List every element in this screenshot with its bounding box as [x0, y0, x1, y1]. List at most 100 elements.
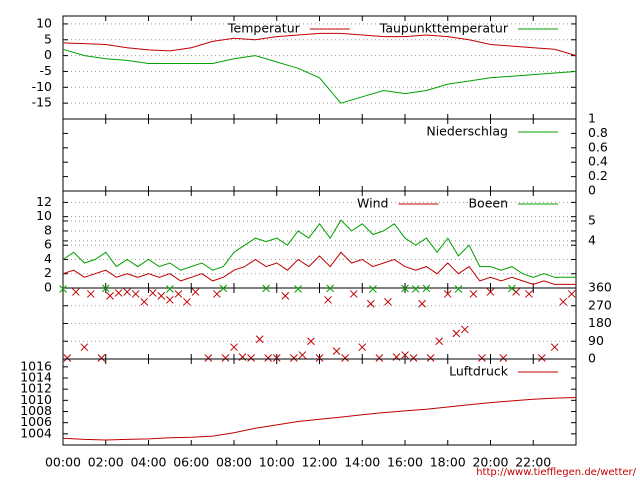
- direction-marker: [298, 351, 307, 359]
- y-tick-label: 1004: [20, 425, 52, 440]
- series-line: [62, 251, 576, 285]
- series-line: [62, 219, 576, 278]
- direction-marker: [411, 285, 420, 293]
- direction-marker: [166, 285, 174, 293]
- direction-marker: [230, 343, 238, 352]
- y-tick-label: -10: [32, 79, 52, 94]
- direction-marker: [358, 343, 367, 352]
- x-tick-label: 14:00: [344, 455, 380, 470]
- direction-marker: [219, 284, 228, 293]
- direction-marker: [324, 295, 332, 304]
- y2-tick-label: 0.4: [588, 154, 608, 169]
- x-tick-label: 18:00: [430, 455, 466, 470]
- series-line: [62, 32, 577, 57]
- y-tick-label: 4: [44, 251, 52, 266]
- direction-marker: [326, 284, 335, 293]
- legend-label: Niederschlag: [426, 124, 508, 139]
- direction-marker: [59, 285, 67, 293]
- direction-marker: [213, 290, 221, 298]
- y2-tick-label: 90: [588, 333, 604, 348]
- y2-tick-label: 0.8: [588, 125, 608, 140]
- y-tick-label: 12: [36, 194, 52, 209]
- direction-marker: [550, 343, 559, 352]
- direction-marker: [204, 354, 213, 362]
- legend-label: Boeen: [468, 196, 508, 211]
- direction-marker: [478, 354, 486, 362]
- direction-marker: [157, 292, 166, 300]
- direction-marker: [166, 295, 174, 304]
- source-url: http://www.tiefflegen.de/wetter/: [476, 467, 636, 478]
- y-tick-label: 1016: [20, 358, 52, 373]
- y-tick-label: 8: [44, 222, 52, 237]
- y-tick-label: -15: [32, 95, 52, 110]
- direction-marker: [508, 284, 516, 293]
- direction-marker: [140, 297, 149, 306]
- direction-marker: [174, 290, 183, 298]
- y-tick-label: 1010: [20, 392, 52, 407]
- y-tick-label: 2: [44, 265, 52, 280]
- direction-marker: [418, 299, 426, 308]
- direction-marker: [97, 354, 106, 362]
- y2-tick-label: 0: [588, 351, 596, 366]
- y-tick-label: 1014: [20, 369, 52, 384]
- direction-marker: [525, 290, 533, 298]
- direction-marker: [272, 354, 281, 362]
- x-tick-label: 16:00: [387, 455, 423, 470]
- direction-marker: [422, 284, 431, 293]
- direction-marker: [537, 354, 546, 362]
- direction-marker: [86, 290, 95, 298]
- direction-marker: [512, 288, 521, 296]
- direction-marker: [401, 284, 409, 293]
- x-tick-label: 04:00: [130, 455, 166, 470]
- y-tick-label: 5: [44, 31, 52, 46]
- direction-marker: [567, 290, 576, 298]
- series-line: [62, 397, 577, 441]
- direction-marker: [255, 335, 264, 344]
- direction-marker: [63, 354, 72, 362]
- direction-marker: [183, 297, 191, 306]
- y-tick-label: 0: [44, 280, 52, 295]
- direction-marker: [384, 297, 392, 306]
- direction-marker: [332, 347, 341, 355]
- x-tick-label: 02:00: [88, 455, 124, 470]
- direction-marker: [452, 329, 461, 338]
- x-tick-label: 12:00: [301, 455, 337, 470]
- direction-marker: [264, 354, 273, 362]
- y2-tick-label: 0: [588, 183, 596, 198]
- y2-tick-label: 360: [588, 280, 612, 295]
- direction-marker: [281, 292, 290, 300]
- direction-marker: [341, 354, 350, 362]
- y2-tick-label: 4: [588, 232, 596, 247]
- direction-marker: [262, 284, 270, 293]
- y-tick-label: 6: [44, 237, 52, 252]
- direction-marker: [469, 290, 478, 298]
- direction-marker: [247, 354, 255, 362]
- direction-marker: [101, 284, 110, 293]
- direction-marker: [435, 337, 444, 346]
- direction-marker: [123, 288, 131, 296]
- direction-marker: [426, 354, 435, 362]
- y-tick-label: 1012: [20, 381, 52, 396]
- x-tick-label: 08:00: [216, 455, 252, 470]
- direction-marker: [106, 292, 114, 300]
- x-tick-label: 20:00: [472, 455, 508, 470]
- direction-marker: [460, 325, 469, 334]
- direction-marker: [369, 285, 377, 293]
- y2-tick-label: 180: [588, 315, 612, 330]
- direction-marker: [221, 354, 230, 362]
- direction-marker: [366, 299, 375, 308]
- direction-marker: [80, 343, 89, 352]
- direction-marker: [454, 285, 463, 293]
- direction-marker: [148, 289, 157, 297]
- y2-tick-label: 0.2: [588, 168, 608, 183]
- x-tick-label: 00:00: [45, 455, 81, 470]
- x-tick-label: 06:00: [173, 455, 209, 470]
- y2-tick-label: 0.6: [588, 139, 608, 154]
- legend-label: Luftdruck: [449, 364, 509, 379]
- direction-marker: [307, 337, 315, 346]
- y-tick-label: 1006: [20, 414, 52, 429]
- legend-label: Wind: [357, 196, 388, 211]
- y2-tick-label: 5: [588, 212, 596, 227]
- direction-marker: [349, 290, 358, 298]
